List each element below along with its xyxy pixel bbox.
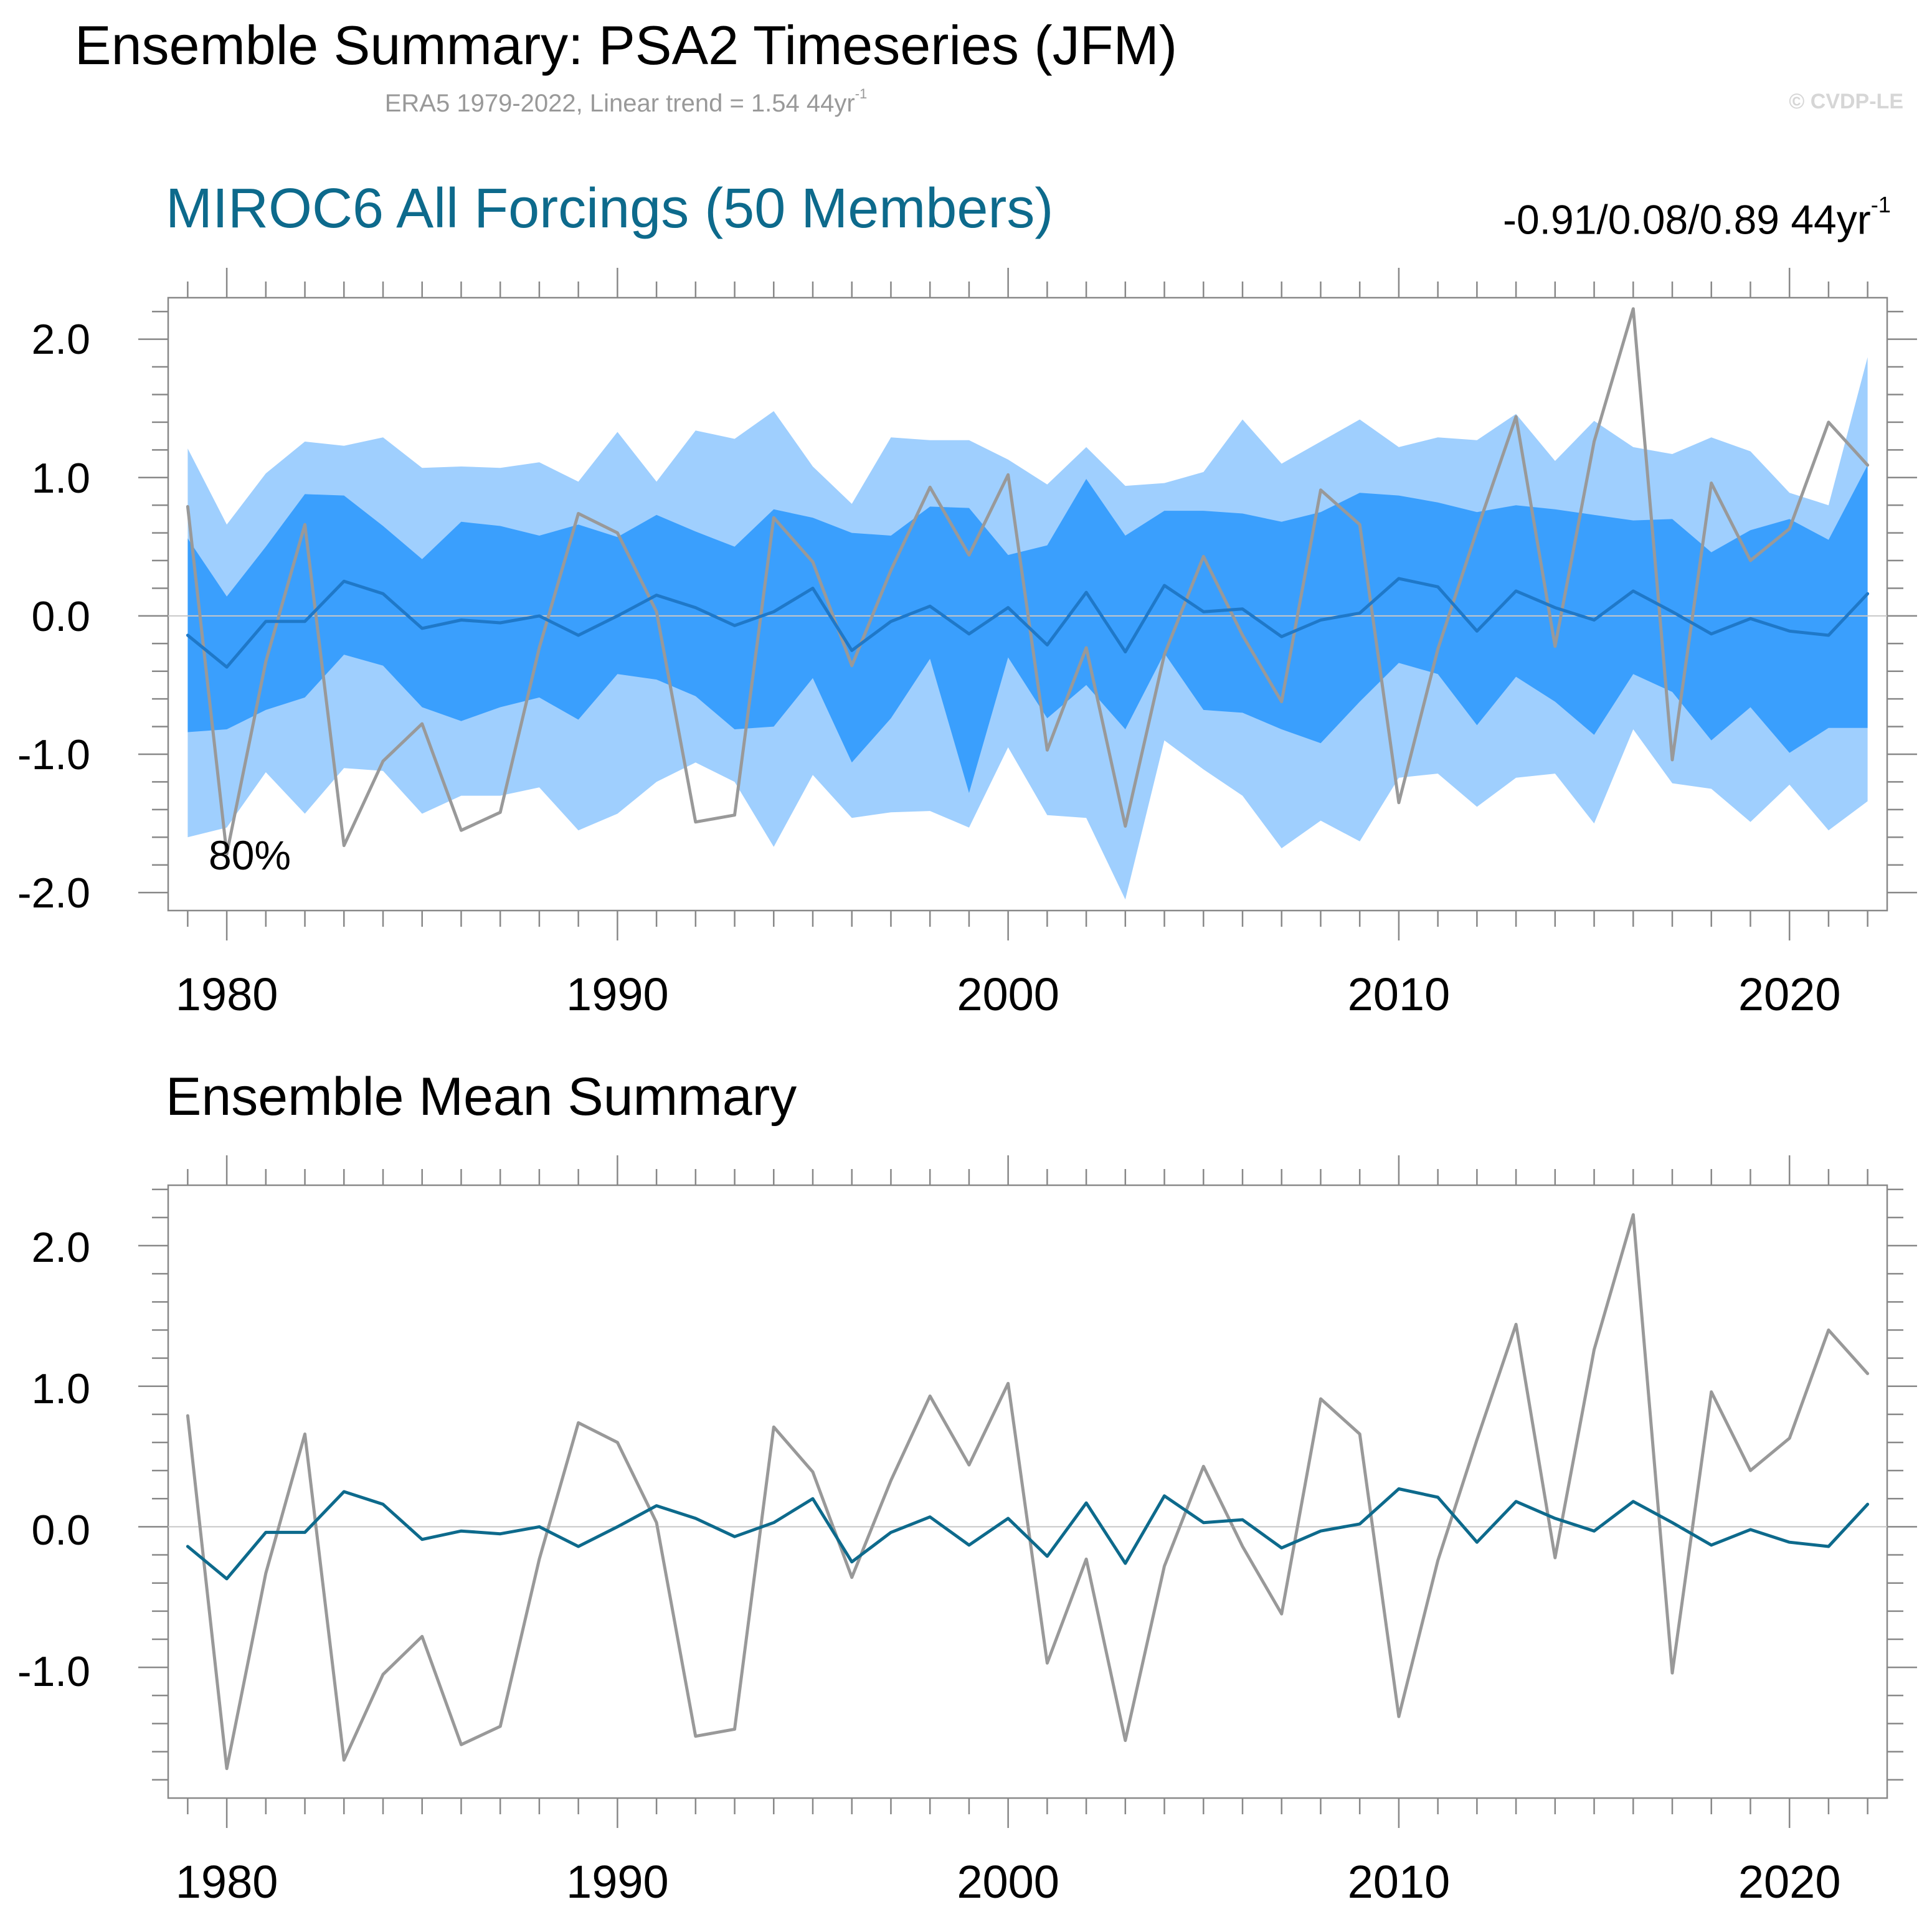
- panel1-y-tick-label--1_0: -1.0: [17, 731, 90, 779]
- panel1-y-tick-label-0_0: 0.0: [31, 593, 90, 640]
- panel2-plot-frame: [167, 1184, 1888, 1799]
- panel2-x-tick-label-1980: 1980: [176, 1856, 278, 1908]
- panel2-x-tick-label-1990: 1990: [566, 1856, 669, 1908]
- panel2-observed-line: [186, 1213, 1870, 1771]
- panel2-y-tick-label-0_0: 0.0: [31, 1507, 90, 1554]
- panel2-x-tick-label-2000: 2000: [957, 1856, 1059, 1908]
- main-title: Ensemble Summary: PSA2 Timeseries (JFM): [74, 14, 1178, 76]
- subtitle-text: ERA5 1979-2022, Linear trend = 1.54 44yr: [384, 89, 855, 117]
- panel1-y-tick-label-1_0: 1.0: [31, 455, 90, 502]
- panel1-x-tick-label-2020: 2020: [1738, 968, 1841, 1020]
- panel1-x-tick-label-2010: 2010: [1348, 968, 1451, 1020]
- subtitle: ERA5 1979-2022, Linear trend = 1.54 44yr…: [0, 86, 1252, 118]
- panel2-x-tick-label-2020: 2020: [1738, 1856, 1841, 1908]
- panel1-observed-line: [186, 307, 1870, 856]
- panel1-plot-frame: [167, 296, 1888, 912]
- panel1-x-tick-label-1980: 1980: [176, 968, 278, 1020]
- panel1-y-tick-label-2_0: 2.0: [31, 316, 90, 363]
- panel1-x-tick-label-1990: 1990: [566, 968, 669, 1020]
- panel2-y-tick-label-1_0: 1.0: [31, 1365, 90, 1413]
- panel1-title: MIROC6 All Forcings (50 Members): [166, 178, 1054, 240]
- panel1-trend-superscript: -1: [1870, 192, 1891, 217]
- panel2-y-tick-label--1_0: -1.0: [17, 1648, 90, 1695]
- panel2-x-tick-label-2010: 2010: [1348, 1856, 1451, 1908]
- panel1-x-tick-label-2000: 2000: [957, 968, 1059, 1020]
- panel1-inner-band: [187, 465, 1868, 793]
- panel2-y-tick-label-2_0: 2.0: [31, 1224, 90, 1271]
- panel1-band-percent-label: 80%: [209, 832, 291, 878]
- panel1-y-tick-label--2_0: -2.0: [17, 869, 90, 917]
- panel1-trend-summary: -0.91/0.08/0.89 44yr-1: [1503, 192, 1891, 243]
- panel2-title: Ensemble Mean Summary: [166, 1067, 797, 1127]
- panel1-ensemble-mean-line: [186, 577, 1870, 669]
- panel2-axes: [138, 1155, 1917, 1828]
- panel1-trend-text: -0.91/0.08/0.89 44yr: [1502, 196, 1871, 243]
- subtitle-superscript: -1: [855, 86, 868, 102]
- copyright-notice: © CVDP-LE: [1789, 90, 1903, 113]
- panel2-ensemble-mean-line: [186, 1487, 1870, 1581]
